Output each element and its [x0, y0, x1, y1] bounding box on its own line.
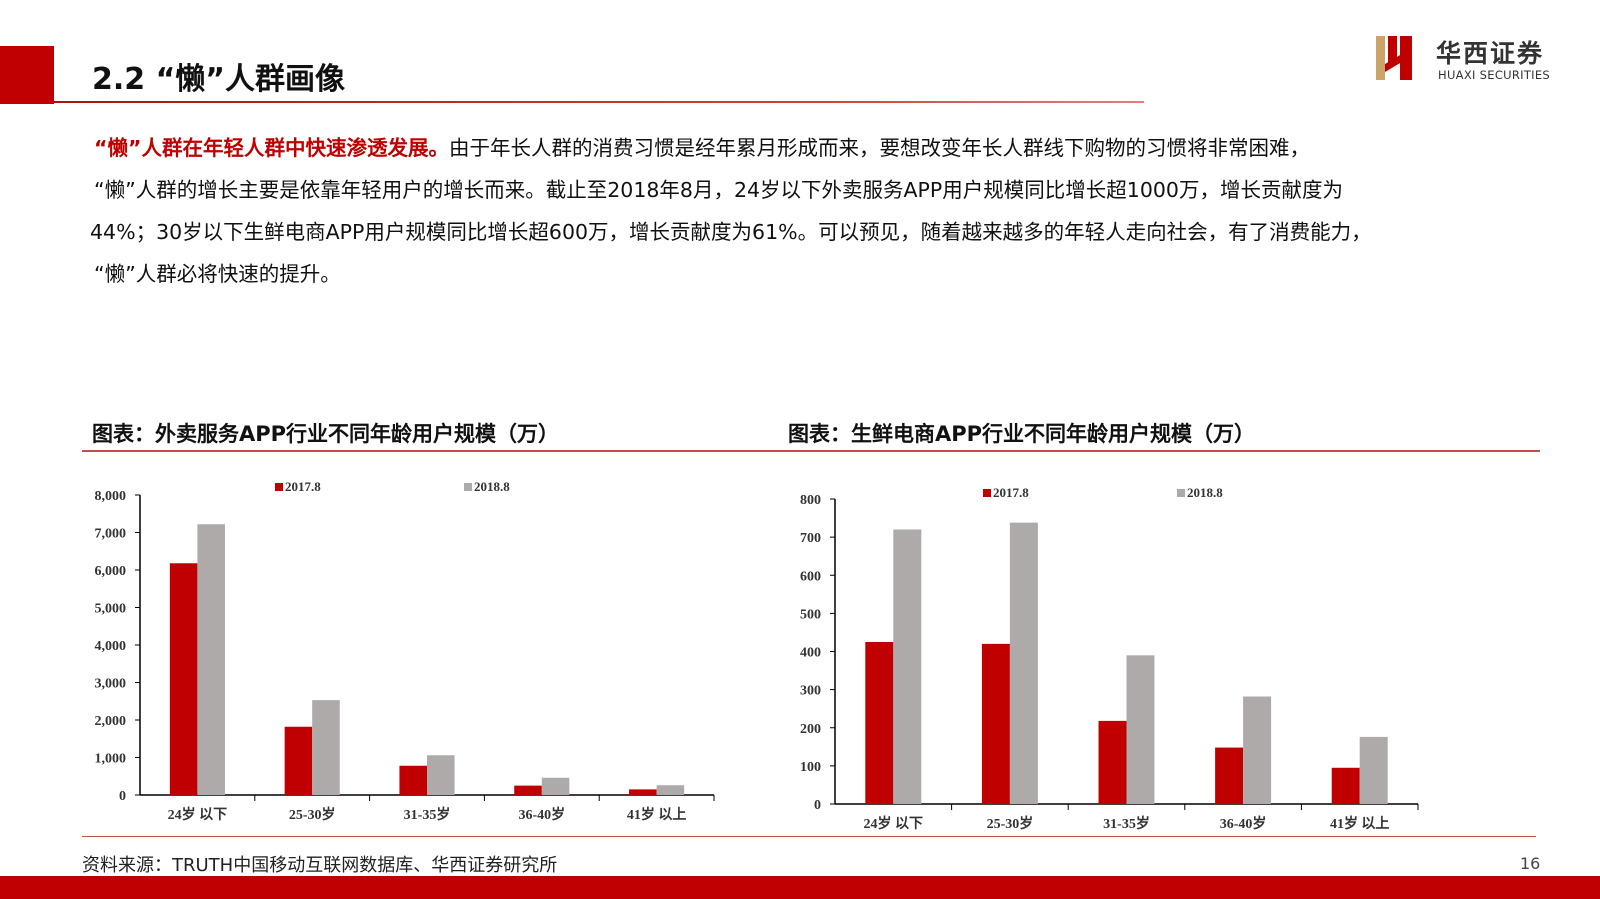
paragraph-line-1: “懒”人群在年轻人群中快速渗透发展。由于年长人群的消费习惯是经年累月形成而来，要…	[94, 131, 1310, 161]
y-tick-label: 8,000	[95, 489, 127, 504]
bar-2018.8	[1009, 522, 1038, 804]
x-tick-label: 36-40岁	[518, 806, 565, 823]
bar-2018.8	[197, 524, 225, 795]
y-tick-label: 800	[800, 493, 821, 508]
x-tick-label: 25-30岁	[289, 806, 336, 823]
bar-2018.8	[312, 700, 340, 795]
x-tick-label: 24岁 以下	[864, 815, 924, 832]
chart-food-delivery: 0 1,000 2,000 3,000 4,000 5,000 6,000 7,000 8,00…	[95, 479, 715, 823]
legend-swatch	[983, 489, 991, 497]
bar-2018.8	[1126, 655, 1155, 804]
y-tick-label: 0	[814, 798, 821, 813]
y-tick-label: 400	[800, 646, 821, 661]
paragraph-line-4: “懒”人群必将快速的提升。	[94, 262, 341, 286]
header-divider	[54, 101, 1144, 103]
source-note: 资料来源：TRUTH中国移动互联网数据库、华西证券研究所	[82, 855, 558, 876]
paragraph-line-2: “懒”人群的增长主要是依靠年轻用户的增长而来。截止至2018年8月，24岁以下外…	[94, 178, 1343, 202]
legend-label: 2018.8	[474, 479, 510, 494]
bar-2017.8	[981, 643, 1010, 804]
y-tick-label: 1,000	[95, 752, 127, 767]
bar-2018.8	[893, 529, 922, 804]
bar-2017.8	[865, 641, 894, 804]
bar-2018.8	[427, 755, 455, 795]
legend-swatch	[275, 483, 283, 491]
legend-label: 2017.8	[285, 479, 321, 494]
huaxi-logo: 华西证券 HUAXI SECURITIES	[1376, 34, 1576, 86]
logo-mark-icon	[1376, 36, 1412, 80]
bar-2017.8	[1098, 720, 1127, 804]
y-tick-label: 0	[119, 789, 126, 804]
bar-2017.8	[169, 563, 198, 795]
legend-swatch	[1177, 489, 1185, 497]
logo-text-en: HUAXI SECURITIES	[1438, 68, 1551, 82]
x-tick-label: 41岁 以上	[1330, 815, 1390, 832]
paragraph-line-3: 44%；30岁以下生鲜电商APP用户规模同比增长超600万，增长贡献度为61%。…	[90, 220, 1372, 244]
y-tick-label: 500	[800, 607, 821, 622]
legend-label: 2017.8	[993, 485, 1029, 500]
bar-2018.8	[541, 777, 570, 795]
chart-title-right: 图表：生鲜电商APP行业不同年龄用户规模（万）	[788, 422, 1256, 446]
x-tick-label: 36-40岁	[1220, 815, 1267, 832]
y-tick-label: 4,000	[95, 639, 127, 654]
bar-2017.8	[284, 726, 313, 795]
y-tick-label: 200	[800, 722, 821, 737]
chart-fresh-ecommerce: 0 100 200 300 400 500 600 700 800 24岁 以下 25-30岁 31-…	[800, 485, 1419, 832]
y-tick-label: 3,000	[95, 677, 127, 692]
x-tick-label: 31-35岁	[404, 806, 451, 823]
header-accent-block	[0, 46, 54, 104]
x-tick-label: 24岁 以下	[168, 806, 228, 823]
highlight-text: “懒”人群在年轻人群中快速渗透发展。	[94, 136, 449, 160]
bar-2017.8	[514, 785, 542, 795]
legend-label: 2018.8	[1187, 485, 1223, 500]
y-tick-label: 100	[800, 760, 821, 775]
bar-2017.8	[1331, 767, 1360, 804]
bar-2017.8	[629, 789, 657, 795]
footer-divider	[82, 836, 1536, 837]
y-tick-label: 600	[800, 569, 821, 584]
y-tick-label: 7,000	[95, 527, 127, 542]
y-tick-label: 5,000	[95, 602, 127, 617]
x-tick-label: 41岁 以上	[627, 806, 687, 823]
page-number: 16	[1520, 854, 1541, 873]
y-tick-label: 2,000	[95, 714, 127, 729]
bar-2017.8	[1215, 747, 1244, 804]
legend-swatch	[464, 483, 472, 491]
chart-title-left: 图表：外卖服务APP行业不同年龄用户规模（万）	[92, 422, 560, 446]
bar-2017.8	[399, 765, 427, 795]
x-tick-label: 31-35岁	[1103, 815, 1150, 832]
bar-2018.8	[1243, 696, 1272, 804]
paragraph-text: 由于年长人群的消费习惯是经年累月形成而来，要想改变年长人群线下购物的习惯将非常困…	[448, 136, 1310, 160]
bar-2018.8	[656, 785, 685, 795]
logo-text-cn: 华西证券	[1436, 39, 1545, 68]
y-tick-label: 300	[800, 684, 821, 699]
page-title: 2.2 “懒”人群画像	[92, 62, 346, 97]
chart-title-divider	[82, 450, 1540, 452]
y-tick-label: 6,000	[95, 564, 127, 579]
y-tick-label: 700	[800, 531, 821, 546]
bar-2018.8	[1359, 736, 1388, 804]
footer-bar	[0, 876, 1600, 899]
x-tick-label: 25-30岁	[987, 815, 1034, 832]
